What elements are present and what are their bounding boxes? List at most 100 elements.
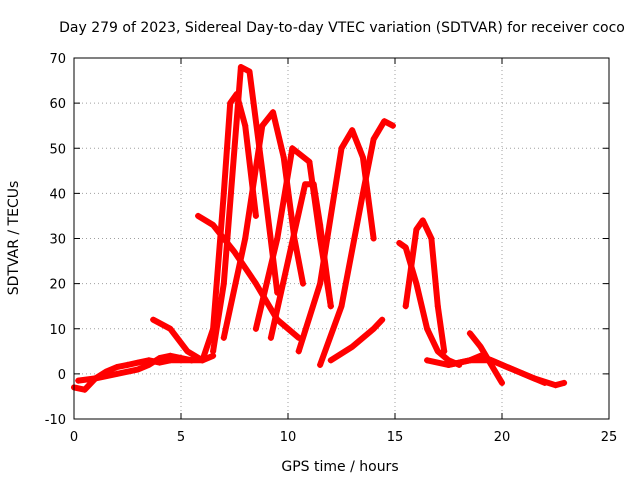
data-point <box>167 325 174 332</box>
x-tick-label: 20 <box>494 430 511 445</box>
data-point <box>242 235 249 242</box>
data-point <box>359 154 366 161</box>
data-point <box>113 370 120 377</box>
data-point <box>317 280 324 287</box>
series-line <box>71 357 195 393</box>
y-tick-label: 30 <box>49 233 66 248</box>
data-point <box>520 370 527 377</box>
data-point <box>552 382 559 389</box>
data-point <box>246 68 253 75</box>
data-point <box>231 249 238 256</box>
series-line <box>150 91 259 364</box>
x-tick-label: 0 <box>70 430 78 445</box>
data-point <box>310 181 317 188</box>
data-point <box>428 235 435 242</box>
data-point <box>242 122 249 129</box>
data-point <box>150 316 157 323</box>
data-point <box>338 303 345 310</box>
data-point <box>381 118 388 125</box>
x-tick-label: 10 <box>280 430 297 445</box>
data-point <box>252 280 259 287</box>
data-point <box>113 364 120 371</box>
data-point <box>274 235 281 242</box>
data-point <box>349 343 356 350</box>
chart-title: Day 279 of 2023, Sidereal Day-to-day VTE… <box>59 20 625 36</box>
data-point <box>237 64 244 71</box>
data-point <box>424 357 431 364</box>
data-point <box>259 167 266 174</box>
series-arc-1 <box>71 357 195 393</box>
data-point <box>370 235 377 242</box>
y-tick-label: 10 <box>49 323 66 338</box>
data-point <box>178 355 184 362</box>
series-arc-4 <box>210 64 281 355</box>
data-point <box>434 348 441 355</box>
data-point <box>299 280 306 287</box>
series-line <box>267 181 334 341</box>
series-arc-13 <box>402 217 448 355</box>
data-point <box>445 361 452 368</box>
series-arc-10 <box>317 118 396 368</box>
data-point <box>210 348 217 355</box>
data-point <box>220 280 227 287</box>
data-point <box>541 379 548 386</box>
y-axis-label: SDTVAR / TECUs <box>6 181 22 296</box>
data-point <box>145 361 152 368</box>
x-tick-label: 5 <box>177 430 185 445</box>
data-point <box>195 212 202 219</box>
data-point <box>413 280 420 287</box>
y-tick-label: 40 <box>49 187 66 202</box>
data-point <box>370 136 377 143</box>
data-point <box>210 221 217 228</box>
data-point <box>306 158 313 165</box>
data-point <box>289 145 296 152</box>
data-point <box>252 212 259 219</box>
y-tick-label: -10 <box>45 413 66 428</box>
series-line <box>317 118 396 368</box>
data-point <box>477 343 484 350</box>
data-point <box>466 357 473 364</box>
series-arc-11 <box>327 316 386 364</box>
data-point <box>424 325 431 332</box>
series-arc-8 <box>267 181 334 341</box>
y-tick-label: 60 <box>49 97 66 112</box>
data-point <box>402 303 409 310</box>
data-point <box>295 348 302 355</box>
data-point <box>402 244 409 251</box>
data-point <box>184 348 191 355</box>
data-point <box>270 109 277 116</box>
data-point <box>359 334 366 341</box>
data-point <box>135 359 142 366</box>
series-line <box>195 212 302 341</box>
data-point <box>220 190 227 197</box>
data-point <box>389 122 396 129</box>
data-point <box>259 122 266 129</box>
data-point <box>156 355 163 362</box>
data-point <box>359 190 366 197</box>
data-point <box>379 316 386 323</box>
data-point <box>227 100 234 107</box>
data-point <box>135 366 142 373</box>
data-point <box>220 334 227 341</box>
series-arc-16 <box>466 330 505 386</box>
data-point <box>124 361 131 368</box>
data-point <box>434 303 441 310</box>
series-layer <box>71 64 568 393</box>
data-point <box>441 348 448 355</box>
data-point <box>349 127 356 134</box>
data-point <box>317 361 324 368</box>
data-point <box>75 377 82 384</box>
data-point <box>285 258 291 265</box>
series-arc-5 <box>195 212 302 341</box>
data-point <box>317 221 324 228</box>
data-point <box>167 352 174 359</box>
data-point <box>327 303 334 310</box>
x-axis-label: GPS time / hours <box>281 459 398 475</box>
axis-layer: 0 5 10 15 20 25 -10 0 10 20 30 40 50 60 70 <box>45 52 618 445</box>
series-arc-3 <box>150 91 259 364</box>
data-point <box>252 325 259 332</box>
data-point <box>499 361 505 368</box>
data-point <box>92 375 99 382</box>
data-point <box>466 330 473 337</box>
